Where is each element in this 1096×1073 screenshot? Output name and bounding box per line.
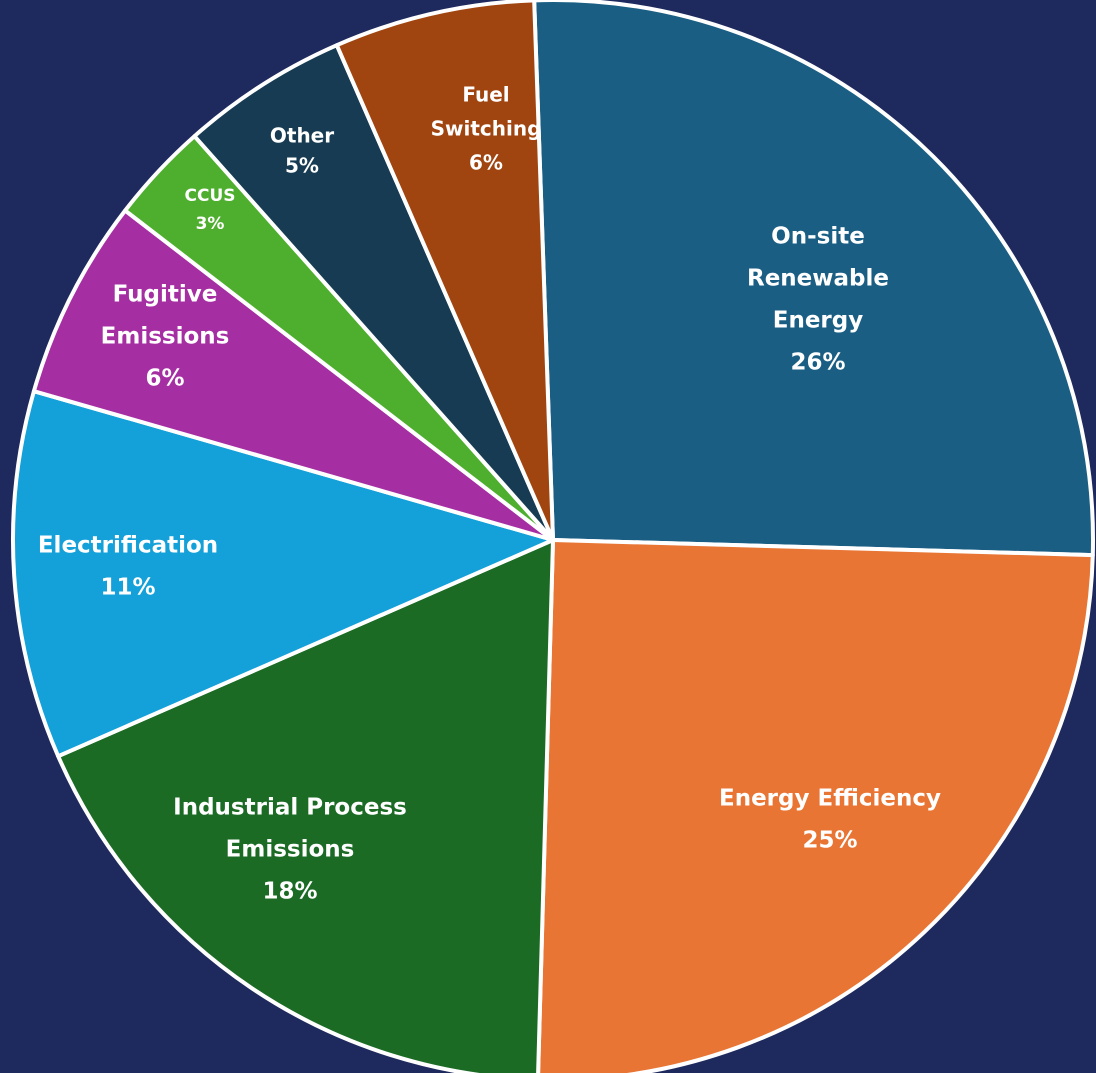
slice-name-label: Switching bbox=[431, 117, 542, 141]
slice-name-label: Energy Efficiency bbox=[719, 786, 941, 812]
slice-percent-label: 6% bbox=[469, 151, 503, 175]
pie-slice-6 bbox=[192, 43, 555, 542]
pie-slice-2 bbox=[56, 538, 555, 1073]
slice-label-6: Other 5% bbox=[270, 124, 334, 178]
pie-slice-7 bbox=[334, 0, 555, 542]
slice-label-4: Fugitive Emissions 6% bbox=[101, 282, 230, 392]
slice-percent-label: 11% bbox=[100, 575, 155, 601]
pie-slice-0 bbox=[532, 0, 1095, 558]
pie-slice-4 bbox=[31, 208, 555, 542]
slice-label-0: On-site Renewable Energy 26% bbox=[747, 224, 889, 376]
slice-name-label: Renewable bbox=[747, 266, 889, 292]
slice-name-label: Fugitive bbox=[113, 282, 218, 308]
slice-percent-label: 6% bbox=[145, 366, 184, 392]
slice-percent-label: 3% bbox=[196, 214, 225, 234]
slice-percent-label: 5% bbox=[285, 154, 319, 178]
pie-slice-1 bbox=[536, 538, 1095, 1073]
slice-name-label: Fuel bbox=[462, 83, 509, 107]
slice-name-label: On-site bbox=[771, 224, 865, 250]
slice-percent-label: 18% bbox=[262, 879, 317, 905]
slice-name-label: CCUS bbox=[185, 186, 236, 206]
pie-slice-3 bbox=[11, 389, 555, 759]
slice-percent-label: 26% bbox=[790, 350, 845, 376]
slice-label-5: CCUS 3% bbox=[185, 186, 236, 234]
slice-name-label: Electrification bbox=[38, 533, 218, 559]
slice-name-label: Energy bbox=[773, 308, 863, 334]
slice-label-2: Industrial Process Emissions 18% bbox=[173, 795, 407, 905]
slice-name-label: Emissions bbox=[226, 837, 355, 863]
slice-label-7: Fuel Switching 6% bbox=[431, 83, 542, 175]
slice-label-3: Electrification 11% bbox=[38, 533, 218, 601]
slice-name-label: Other bbox=[270, 124, 334, 148]
slice-name-label: Industrial Process bbox=[173, 795, 407, 821]
slice-name-label: Emissions bbox=[101, 324, 230, 350]
slice-label-1: Energy Efficiency 25% bbox=[719, 786, 941, 854]
slice-percent-label: 25% bbox=[802, 828, 857, 854]
